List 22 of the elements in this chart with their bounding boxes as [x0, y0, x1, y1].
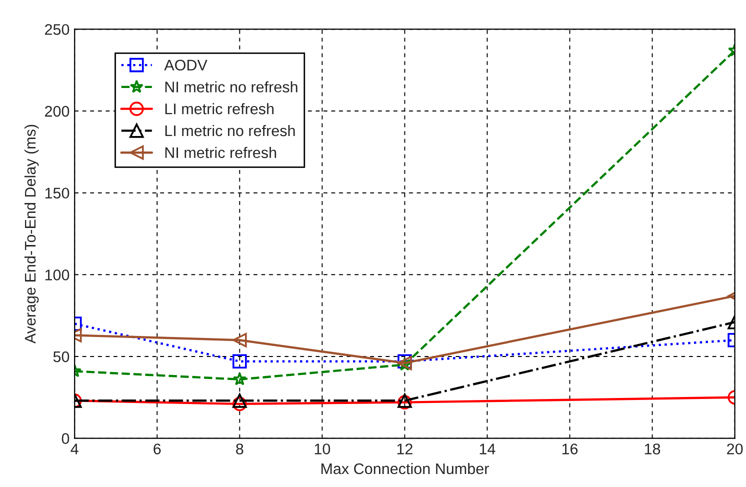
x-tick-label: 12	[397, 444, 412, 454]
x-tick-label: 18	[644, 444, 660, 454]
x-tick-label: 10	[314, 444, 330, 454]
x-tick-label: 4	[70, 444, 78, 454]
x-tick-label: 8	[236, 444, 244, 454]
y-tick-label: 150	[45, 188, 70, 199]
y-tick-label: 100	[45, 270, 70, 280]
y-tick-label: 200	[45, 106, 70, 117]
legend-label: LI metric no refresh	[165, 124, 295, 136]
x-tick-label: 6	[154, 444, 161, 454]
x-tick-label: 16	[562, 444, 578, 454]
x-tick-label: 14	[480, 444, 496, 454]
x-tick-label: 20	[727, 444, 743, 454]
x-axis-title: Max Connection Number	[321, 462, 489, 474]
legend-label: NI metric refresh	[165, 146, 276, 158]
y-axis-title: Average End-To-End Delay (ms)	[24, 124, 39, 344]
legend-label: LI metric refresh	[165, 103, 274, 114]
legend-label: NI metric no refresh	[165, 81, 298, 92]
legend-label: AODV	[164, 60, 208, 71]
y-tick-label: 0	[62, 433, 70, 444]
y-tick-label: 50	[53, 351, 70, 362]
y-tick-label: 250	[45, 24, 70, 35]
